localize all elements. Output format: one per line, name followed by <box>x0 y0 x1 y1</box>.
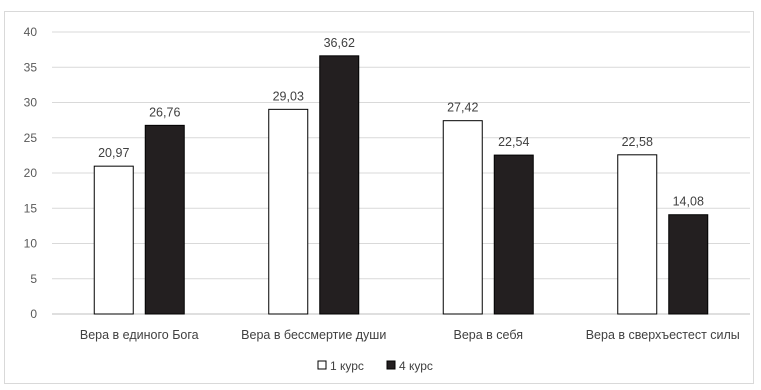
legend-label-2: 4 курс <box>399 359 433 373</box>
y-tick-label: 30 <box>24 96 38 110</box>
y-tick-label: 15 <box>24 201 38 215</box>
y-tick-label: 0 <box>30 307 37 321</box>
y-tick-label: 5 <box>30 272 37 286</box>
category-label: Вера в сверхъестест силы <box>586 328 740 342</box>
bar-2-2 <box>319 55 360 315</box>
bar-1-3 <box>442 120 483 315</box>
data-label: 36,62 <box>324 36 355 50</box>
category-label: Вера в единого Бога <box>80 328 199 342</box>
y-tick-label: 25 <box>24 131 38 145</box>
data-label: 29,03 <box>273 89 304 103</box>
y-axis-ticks: 0 5 10 15 20 25 30 35 40 <box>24 25 38 321</box>
legend-swatch-2 <box>386 360 396 370</box>
data-label: 20,97 <box>98 146 129 160</box>
data-label: 22,54 <box>498 135 529 149</box>
x-axis-categories: Вера в единого Бога Вера в бессмертие душ… <box>80 328 740 342</box>
bars <box>93 55 709 315</box>
bar-2-1 <box>144 124 185 315</box>
data-label: 14,08 <box>673 195 704 209</box>
y-tick-label: 20 <box>24 166 38 180</box>
legend-label-1: 1 курс <box>330 359 364 373</box>
data-label: 22,58 <box>622 135 653 149</box>
legend-swatch-1 <box>317 360 327 370</box>
y-tick-label: 35 <box>24 60 38 74</box>
bar-1-4 <box>617 154 658 315</box>
y-tick-label: 10 <box>24 237 38 251</box>
data-label: 27,42 <box>447 101 478 115</box>
data-labels: 20,97 26,76 29,03 36,62 27,42 22,54 22,58 14,08 <box>98 36 704 209</box>
bar-1-2 <box>268 108 309 315</box>
category-label: Вера в бессмертие души <box>241 328 386 342</box>
y-tick-label: 40 <box>24 25 38 39</box>
data-label: 26,76 <box>149 105 180 119</box>
bar-1-1 <box>93 165 134 315</box>
bar-2-3 <box>493 154 534 315</box>
category-label: Вера в себя <box>454 328 524 342</box>
bar-2-4 <box>668 214 709 315</box>
legend: 1 курс 4 курс <box>317 359 433 373</box>
